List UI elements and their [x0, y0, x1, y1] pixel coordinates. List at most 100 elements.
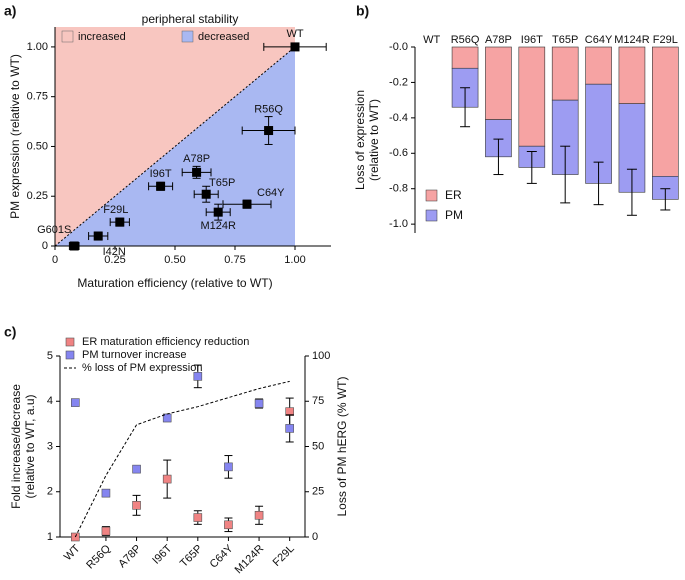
bar-segment	[585, 46, 612, 85]
y-tick-label: -0.4	[389, 112, 408, 124]
point	[156, 181, 166, 191]
legend-swatch	[181, 30, 194, 43]
point	[213, 207, 223, 217]
legend-label: ER	[445, 188, 462, 202]
y-tick-label: 4	[47, 395, 53, 407]
y-axis-title: Fold increase/decrease	[9, 384, 23, 509]
y-tick-label: -0.2	[389, 76, 408, 88]
point	[224, 520, 233, 530]
point	[242, 199, 252, 209]
point-label: M124R	[200, 220, 236, 232]
y2-tick-label: 50	[312, 440, 324, 452]
legend-swatch	[425, 209, 438, 222]
point	[132, 464, 141, 474]
y-axis-title: (relative to WT, a.u)	[23, 394, 37, 498]
point-label: WT	[286, 28, 303, 40]
legend-label: ER maturation efficiency reduction	[82, 336, 249, 348]
point	[193, 513, 203, 522]
x-tick-label: M124R	[233, 543, 267, 577]
x-tick-label: I96T	[150, 542, 174, 566]
x-tick-label: R56Q	[451, 34, 480, 46]
legend-label: increased	[78, 31, 126, 43]
point-label: A78P	[183, 153, 210, 165]
x-tick-label: 0.50	[164, 254, 185, 266]
y-tick-label: -0.6	[389, 147, 408, 159]
y-tick-label: 1	[47, 531, 53, 543]
point	[71, 398, 80, 407]
legend-swatch	[425, 189, 438, 202]
legend-label: % loss of PM expression	[82, 362, 202, 374]
point-label: I96T	[150, 168, 172, 180]
legend-swatch	[65, 350, 75, 360]
y-axis-title: Loss of expression	[353, 90, 367, 190]
x-axis-title: Maturation efficiency (relative to WT)	[77, 276, 272, 290]
y2-tick-label: 100	[312, 350, 330, 362]
point	[290, 42, 300, 52]
x-tick-label: A78P	[485, 34, 512, 46]
y2-tick-label: 75	[312, 395, 324, 407]
point	[93, 231, 103, 241]
y-axis-title: PM expression (relative to WT)	[8, 54, 22, 219]
y-tick-label: 5	[47, 350, 53, 362]
point	[162, 474, 172, 484]
bar-segment	[618, 46, 646, 104]
x-tick-label: I96T	[521, 34, 543, 46]
legend-label: decreased	[198, 31, 249, 43]
point-label: I42N	[103, 246, 126, 258]
panel-label: a)	[4, 3, 16, 19]
x-tick-label: F29L	[653, 34, 678, 46]
y-tick-label: 3	[47, 440, 53, 452]
x-tick-label: M124R	[614, 34, 650, 46]
legend-swatch	[61, 30, 74, 43]
y-tick-label: -0.0	[389, 41, 408, 53]
point	[192, 167, 202, 177]
point-label: C64Y	[257, 187, 285, 199]
legend-swatch	[65, 337, 75, 347]
y-tick-label: 0	[42, 240, 48, 252]
y-tick-label: 0.50	[27, 140, 48, 152]
point	[101, 526, 111, 536]
bar-segment	[551, 46, 579, 101]
y-axis-title: (relative to WT)	[367, 99, 381, 181]
point-label: F29L	[103, 204, 128, 216]
point	[254, 399, 264, 408]
x-tick-label: C64Y	[208, 542, 236, 570]
point	[285, 424, 294, 433]
y-tick-label: -0.8	[389, 183, 408, 195]
bar-segment	[485, 46, 512, 120]
point	[201, 189, 211, 199]
x-tick-label: T65P	[552, 34, 578, 46]
x-tick-label: C64Y	[585, 34, 613, 46]
y-tick-label: 0.75	[27, 91, 48, 103]
y2-axis-title: Loss of PM hERG (% WT)	[335, 376, 349, 516]
x-tick-label: 0.25	[104, 254, 125, 266]
bar-segment	[652, 46, 679, 177]
legend-label: PM	[445, 208, 463, 222]
bar-segment	[451, 46, 479, 69]
y2-tick-label: 0	[312, 531, 318, 543]
point	[115, 217, 125, 227]
point-label: T65P	[209, 177, 235, 189]
x-tick-label: WT	[62, 542, 83, 563]
legend-title: peripheral stability	[142, 12, 239, 26]
point	[193, 372, 203, 381]
y-tick-label: -1.0	[389, 218, 408, 230]
line	[74, 380, 290, 538]
x-tick-label: T65P	[178, 543, 205, 570]
region-increased	[55, 27, 295, 246]
y-tick-label: 0.25	[27, 190, 48, 202]
x-tick-label: A78P	[116, 543, 144, 571]
y2-tick-label: 25	[312, 486, 324, 498]
x-tick-label: 0	[52, 254, 58, 266]
point	[224, 462, 233, 472]
point	[101, 488, 111, 498]
point	[264, 126, 274, 136]
y-tick-label: 2	[47, 486, 53, 498]
point	[132, 501, 141, 510]
x-tick-label: 1.00	[284, 254, 305, 266]
bar-segment	[518, 46, 546, 147]
panel-label: b)	[356, 3, 369, 19]
point	[254, 510, 264, 520]
x-tick-label: 0.75	[224, 254, 245, 266]
